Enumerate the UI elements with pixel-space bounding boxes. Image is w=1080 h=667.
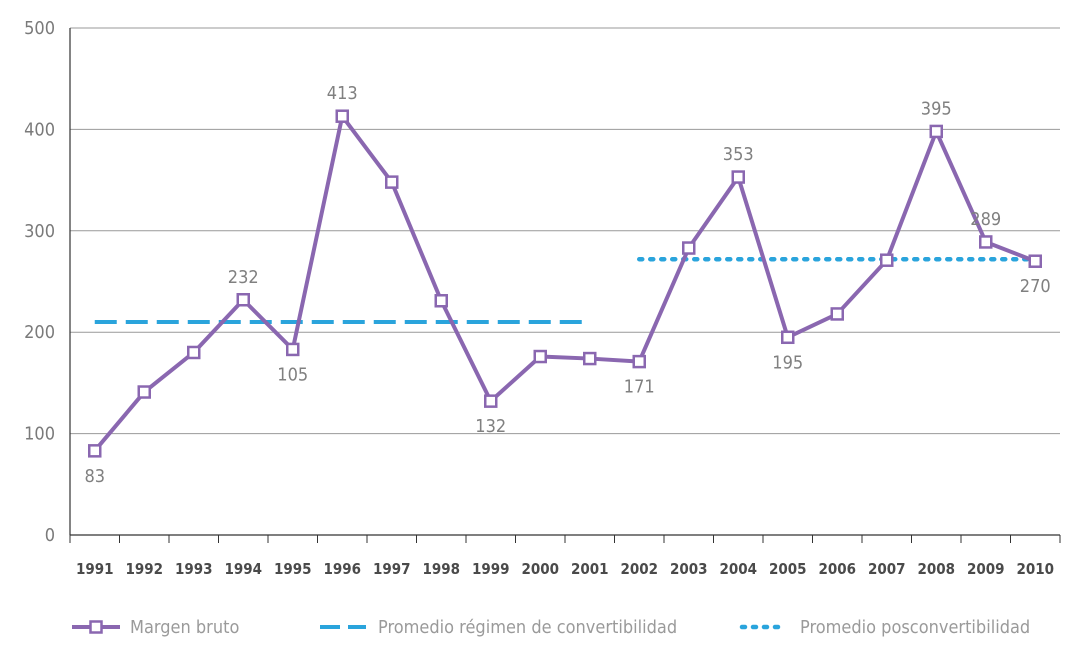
data-label-1994: 232: [228, 267, 259, 288]
x-tick-label-2008: 2008: [917, 560, 955, 578]
x-tick-label-2006: 2006: [818, 560, 856, 578]
data-label-2002: 171: [624, 377, 655, 398]
legend-item-promedio-posconvertibilidad: Promedio posconvertibilidad: [739, 617, 1030, 638]
data-point-2008: [929, 124, 943, 139]
data-point-2006: [830, 307, 844, 321]
data-point-2004: [731, 170, 745, 184]
average-lines: [94, 256, 1038, 325]
data-label-2004: 353: [723, 144, 754, 165]
x-tick-label-1991: 1991: [76, 560, 114, 578]
legend-label: Margen bruto: [130, 617, 239, 638]
series-margen-bruto: [88, 109, 1042, 458]
y-tick-label-100: 100: [24, 424, 55, 445]
data-point-1992: [137, 385, 151, 399]
x-tick-label-1995: 1995: [274, 560, 312, 578]
data-point-2009: [979, 235, 993, 249]
axes: 0 100 200 300 400 500 1991 1992 1993 1994 1995 1996…: [24, 18, 1061, 578]
y-tick-label-300: 300: [24, 221, 55, 242]
data-point-2002: [632, 354, 646, 369]
x-tick-label-1997: 1997: [373, 560, 411, 578]
data-point-2010: [1028, 254, 1042, 268]
data-label-1996: 413: [327, 83, 358, 104]
gridlines: [70, 27, 1060, 435]
legend-label: Promedio régimen de convertibilidad: [378, 617, 677, 638]
x-tick-label-2002: 2002: [620, 560, 658, 578]
legend-swatch-marker: [89, 620, 103, 634]
data-label-1991: 83: [84, 466, 105, 487]
y-tick-label-500: 500: [24, 18, 55, 39]
x-tick-label-1996: 1996: [323, 560, 361, 578]
x-tick-label-2003: 2003: [670, 560, 708, 578]
series-line-margen-bruto: [93, 114, 1036, 453]
data-point-1998: [434, 294, 448, 308]
legend-label: Promedio posconvertibilidad: [800, 617, 1030, 638]
data-point-1994: [236, 293, 250, 307]
data-labels: 83 232 105 413 132 171 353 195 395 289 270: [84, 83, 1050, 487]
x-tick-label-1993: 1993: [175, 560, 213, 578]
data-point-1993: [187, 345, 201, 360]
y-tick-label-400: 400: [24, 119, 55, 140]
y-tick-label-200: 200: [24, 322, 55, 343]
legend-item-promedio-convertibilidad: Promedio régimen de convertibilidad: [320, 617, 677, 638]
x-tick-label-2004: 2004: [719, 560, 757, 578]
data-point-1995: [286, 342, 300, 357]
data-label-2009: 289: [970, 209, 1001, 230]
data-label-1995: 105: [277, 364, 308, 385]
data-point-2003: [682, 241, 696, 255]
data-point-1991: [88, 444, 102, 458]
legend-item-margen-bruto: Margen bruto: [72, 617, 239, 638]
data-point-2005: [781, 330, 795, 345]
data-label-2010: 270: [1020, 276, 1051, 297]
data-point-2001: [583, 351, 597, 366]
data-point-1996: [335, 109, 349, 123]
x-tick-label-1999: 1999: [472, 560, 510, 578]
data-label-1999: 132: [475, 416, 506, 437]
x-tick-label-1998: 1998: [422, 560, 460, 578]
data-point-2000: [533, 349, 547, 364]
x-tick-label-2005: 2005: [769, 560, 807, 578]
x-tick-label-2010: 2010: [1016, 560, 1054, 578]
y-tick-label-0: 0: [45, 525, 55, 546]
x-tick-label-1994: 1994: [224, 560, 262, 578]
legend: Margen bruto Promedio régimen de converti…: [72, 617, 1030, 638]
x-tick-label-2007: 2007: [868, 560, 906, 578]
data-point-2007: [880, 253, 894, 267]
x-tick-label-2000: 2000: [521, 560, 559, 578]
x-tick-label-1992: 1992: [125, 560, 163, 578]
data-point-1999: [484, 394, 498, 408]
data-point-1997: [385, 175, 399, 189]
x-tick-label-2001: 2001: [571, 560, 609, 578]
data-label-2008: 395: [921, 98, 952, 119]
x-tick-label-2009: 2009: [967, 560, 1005, 578]
data-label-2005: 195: [772, 352, 803, 373]
